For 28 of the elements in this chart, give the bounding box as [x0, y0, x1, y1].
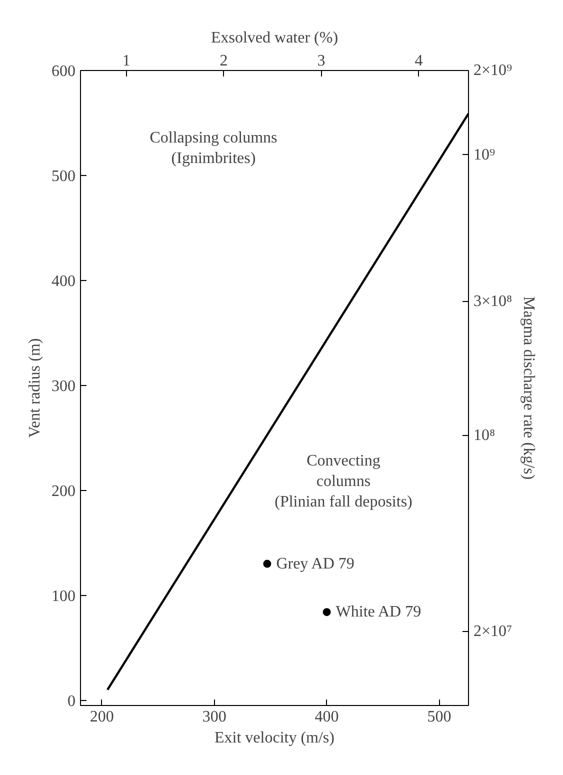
x-tick-label: 400 [314, 708, 339, 726]
y-tick-label: 400 [52, 272, 76, 290]
x-tick-label: 200 [90, 708, 114, 726]
x2-axis-title: Exsolved water (%) [210, 30, 338, 46]
y2-axis-title: Magma discharge rate (kg/s) [520, 296, 538, 480]
x-axis-title: Exit velocity (m/s) [214, 730, 334, 746]
annotation: Convecting columns (Plinian fall deposits) [274, 452, 412, 510]
y-tick-label: 200 [52, 482, 76, 500]
x-tick-label: 500 [427, 708, 452, 726]
y-tick-label: 300 [52, 378, 76, 395]
y2-tick-label: 10⁸ [474, 426, 496, 444]
y-tick-label: 500 [52, 168, 76, 185]
y2-tick-label: 3×10⁸ [474, 293, 512, 310]
y-axis-title: Vent radius (m) [26, 338, 44, 438]
annotation: Grey AD 79 [276, 555, 354, 572]
x2-tick-label: 3 [317, 52, 326, 70]
y2-tick-label: 10⁹ [474, 146, 496, 164]
y2-tick-label: 2×10⁷ [474, 623, 512, 640]
y-tick-label: 0 [68, 692, 76, 710]
y-tick-label: 600 [52, 63, 76, 80]
x-tick-label: 300 [202, 708, 226, 726]
x2-tick-label: 2 [220, 52, 228, 70]
x2-tick-label: 1 [122, 52, 130, 70]
annotation: Collapsing columns (Ignimbrites) [150, 130, 278, 167]
annotation: White AD 79 [336, 604, 422, 621]
y2-tick-label: 2×10⁹ [474, 62, 513, 79]
x2-tick-label: 4 [414, 52, 423, 70]
y-tick-label: 100 [52, 588, 76, 605]
